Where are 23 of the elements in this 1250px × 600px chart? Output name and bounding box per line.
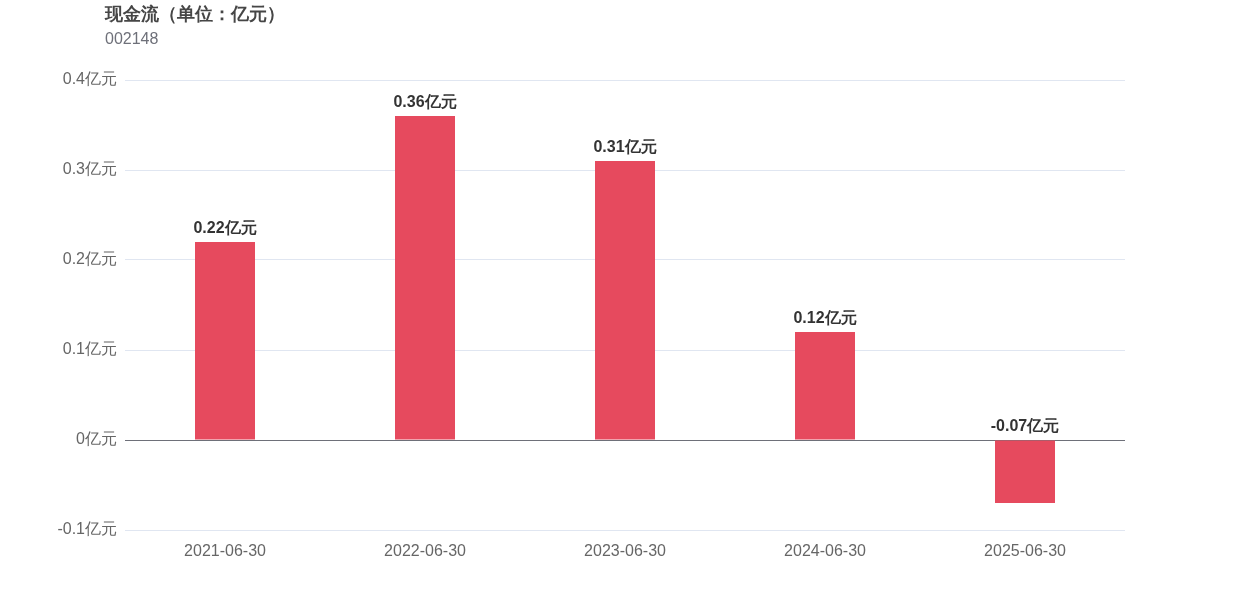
- y-tick-label: 0.2亿元: [62, 250, 117, 268]
- bar: [995, 440, 1055, 503]
- x-tick-label: 2021-06-30: [184, 542, 267, 560]
- x-tick-label: 2025-06-30: [984, 542, 1067, 560]
- data-label: -0.07亿元: [990, 417, 1060, 435]
- x-tick-label: 2022-06-30: [384, 542, 467, 560]
- y-tick-label: 0.3亿元: [62, 160, 117, 178]
- data-label: 0.12亿元: [793, 309, 857, 327]
- bar: [595, 161, 655, 440]
- x-tick-label: 2024-06-30: [784, 542, 867, 560]
- data-label: 0.31亿元: [593, 138, 657, 156]
- x-tick-label: 2023-06-30: [584, 542, 667, 560]
- y-tick-label: 0.1亿元: [62, 340, 117, 358]
- y-tick-label: -0.1亿元: [57, 520, 117, 538]
- y-tick-label: 0.4亿元: [62, 70, 117, 88]
- bar: [795, 332, 855, 440]
- bar: [395, 116, 455, 440]
- chart-subtitle: 002148: [105, 30, 159, 48]
- bar: [195, 242, 255, 440]
- data-label: 0.36亿元: [393, 93, 457, 111]
- data-label: 0.22亿元: [193, 219, 257, 237]
- y-tick-label: 0亿元: [76, 430, 117, 448]
- chart-title: 现金流（单位：亿元）: [105, 3, 285, 26]
